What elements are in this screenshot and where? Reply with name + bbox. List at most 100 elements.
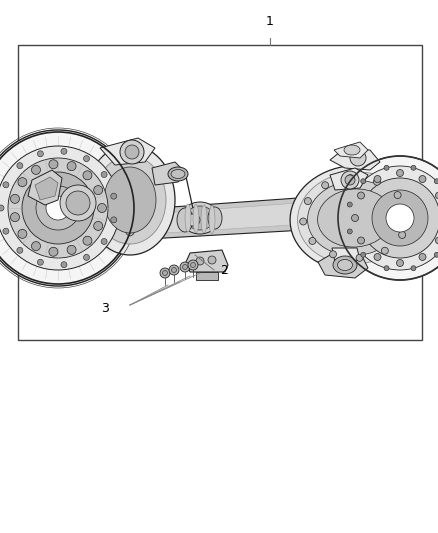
Ellipse shape [312,178,367,248]
Circle shape [49,247,58,256]
Ellipse shape [338,260,353,271]
Circle shape [94,185,102,195]
Circle shape [8,158,108,258]
Circle shape [347,229,352,234]
Circle shape [98,204,106,213]
Polygon shape [196,272,218,280]
Circle shape [111,193,117,199]
Circle shape [347,202,352,207]
Text: 3: 3 [101,302,109,314]
Circle shape [384,165,389,170]
Circle shape [309,237,316,245]
Circle shape [11,213,19,222]
Ellipse shape [392,196,427,251]
Ellipse shape [186,206,214,230]
Circle shape [386,204,414,232]
Circle shape [60,185,96,221]
Circle shape [356,254,363,261]
Circle shape [32,165,40,174]
Circle shape [361,252,366,257]
Circle shape [17,163,23,168]
Ellipse shape [209,206,215,233]
Circle shape [172,268,177,272]
Circle shape [394,191,401,199]
Ellipse shape [208,207,222,229]
Circle shape [18,177,27,187]
Polygon shape [152,162,185,185]
Ellipse shape [121,208,139,240]
Circle shape [101,238,107,245]
Circle shape [384,266,389,271]
Ellipse shape [319,185,361,241]
Ellipse shape [333,198,347,224]
Polygon shape [100,138,155,165]
Ellipse shape [171,169,185,179]
Ellipse shape [336,201,345,221]
Circle shape [61,262,67,268]
Circle shape [37,259,43,265]
Ellipse shape [124,212,136,236]
Circle shape [101,172,107,177]
Circle shape [381,247,389,254]
Circle shape [83,171,92,180]
Circle shape [191,262,195,268]
Circle shape [0,205,4,211]
Circle shape [360,178,438,258]
Polygon shape [135,200,338,235]
Ellipse shape [85,145,175,255]
Text: 2: 2 [220,263,228,277]
Circle shape [67,161,76,171]
Circle shape [435,192,438,199]
Ellipse shape [297,172,413,264]
Ellipse shape [307,180,403,256]
Circle shape [357,237,364,244]
Circle shape [361,179,366,184]
Ellipse shape [201,205,207,233]
Polygon shape [318,252,368,278]
Circle shape [11,195,19,204]
Circle shape [61,148,67,155]
Circle shape [162,271,167,276]
Circle shape [196,257,204,265]
Circle shape [374,175,381,182]
Ellipse shape [186,214,200,226]
Circle shape [338,156,438,280]
Circle shape [111,217,117,223]
Circle shape [411,266,416,271]
Circle shape [3,228,9,234]
Ellipse shape [333,256,357,274]
Ellipse shape [402,208,418,238]
Circle shape [347,175,354,182]
Ellipse shape [168,167,188,181]
Circle shape [403,211,410,218]
Circle shape [84,156,89,161]
Circle shape [94,221,102,230]
Circle shape [396,169,403,176]
Circle shape [3,182,9,188]
Circle shape [411,165,416,170]
Circle shape [435,237,438,244]
Circle shape [434,252,438,257]
Polygon shape [186,250,228,272]
Ellipse shape [94,156,166,244]
Circle shape [396,260,403,266]
Circle shape [374,178,381,185]
Circle shape [0,146,120,270]
Circle shape [348,166,438,270]
Polygon shape [130,195,340,240]
Circle shape [321,182,328,189]
Ellipse shape [185,204,191,232]
Circle shape [372,190,428,246]
Ellipse shape [177,208,193,232]
Circle shape [341,171,359,189]
Circle shape [84,254,89,260]
Ellipse shape [397,201,423,245]
Circle shape [17,247,23,253]
Circle shape [49,160,58,169]
Circle shape [22,172,94,244]
Circle shape [399,231,406,238]
Circle shape [66,191,90,215]
Circle shape [329,251,336,258]
Circle shape [32,241,40,251]
Circle shape [357,192,364,199]
